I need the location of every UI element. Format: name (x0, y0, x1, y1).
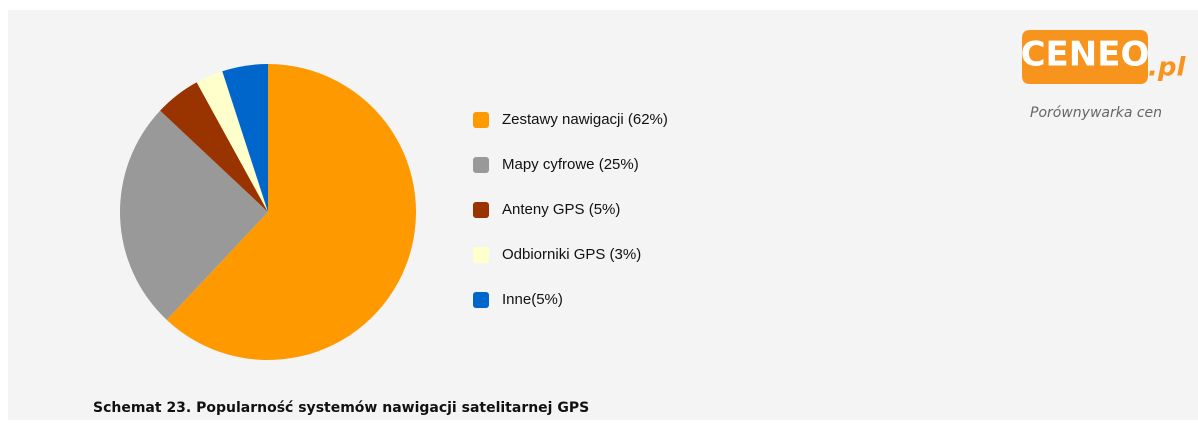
legend-label: Zestawy nawigacji (62%) (502, 111, 668, 128)
legend-label: Anteny GPS (5%) (502, 201, 620, 218)
logo: CENEO .pl Porównywarka cen (1021, 30, 1186, 121)
pie-slice (160, 82, 268, 212)
logo-tagline: Porównywarka cen (1030, 105, 1162, 121)
legend-label: Inne(5%) (502, 291, 563, 308)
caption: Schemat 23. Popularność systemów nawigac… (93, 400, 589, 416)
logo-name: CENEO (1021, 35, 1150, 75)
legend-label: Mapy cyfrowe (25%) (502, 156, 639, 173)
legend-swatch (473, 157, 489, 173)
pie-slice (166, 64, 417, 360)
legend-swatch (473, 202, 489, 218)
logo-suffix: .pl (1148, 53, 1186, 83)
legend-swatch (473, 112, 489, 128)
legend-swatch (473, 247, 489, 263)
pie-slice (222, 64, 268, 212)
pie-slice (196, 71, 268, 212)
legend-label: Odbiorniki GPS (3%) (502, 246, 641, 263)
logo-box (1022, 30, 1148, 84)
legend-swatch (473, 292, 489, 308)
pie-slice (120, 110, 268, 320)
